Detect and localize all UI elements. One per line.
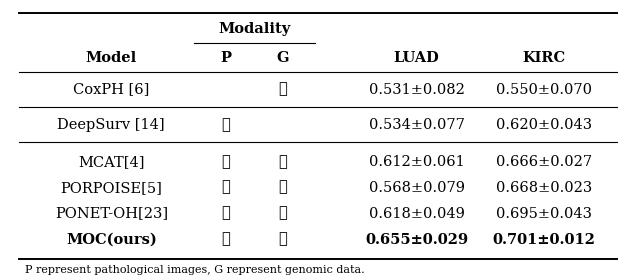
Text: 0.668±0.023: 0.668±0.023	[495, 181, 592, 195]
Text: ✓: ✓	[221, 118, 230, 132]
Text: CoxPH [6]: CoxPH [6]	[73, 83, 149, 96]
Text: P represent pathological images, G represent genomic data.: P represent pathological images, G repre…	[25, 265, 365, 275]
Text: MCAT[4]: MCAT[4]	[78, 155, 144, 169]
Text: KIRC: KIRC	[522, 51, 565, 65]
Text: ✓: ✓	[279, 181, 287, 195]
Text: ✓: ✓	[221, 207, 230, 220]
Text: 0.531±0.082: 0.531±0.082	[369, 83, 464, 96]
Text: LUAD: LUAD	[394, 51, 439, 65]
Text: P: P	[220, 51, 232, 65]
Text: Modality: Modality	[218, 22, 291, 36]
Text: PORPOISE[5]: PORPOISE[5]	[60, 181, 162, 195]
Text: ✓: ✓	[279, 207, 287, 220]
Text: G: G	[277, 51, 289, 65]
Text: 0.695±0.043: 0.695±0.043	[496, 207, 591, 220]
Text: ✓: ✓	[221, 155, 230, 169]
Text: 0.620±0.043: 0.620±0.043	[495, 118, 592, 132]
Text: 0.666±0.027: 0.666±0.027	[495, 155, 592, 169]
Text: 0.618±0.049: 0.618±0.049	[369, 207, 464, 220]
Text: 0.655±0.029: 0.655±0.029	[365, 233, 468, 247]
Text: 0.534±0.077: 0.534±0.077	[369, 118, 464, 132]
Text: ✓: ✓	[221, 181, 230, 195]
Text: 0.701±0.012: 0.701±0.012	[492, 233, 595, 247]
Text: ✓: ✓	[221, 233, 230, 247]
Text: DeepSurv [14]: DeepSurv [14]	[57, 118, 165, 132]
Text: ✓: ✓	[279, 233, 287, 247]
Text: 0.612±0.061: 0.612±0.061	[369, 155, 464, 169]
Text: PONET-OH[23]: PONET-OH[23]	[55, 207, 168, 220]
Text: Model: Model	[86, 51, 137, 65]
Text: MOC(ours): MOC(ours)	[66, 233, 156, 247]
Text: 0.550±0.070: 0.550±0.070	[496, 83, 591, 96]
Text: ✓: ✓	[279, 83, 287, 96]
Text: 0.568±0.079: 0.568±0.079	[369, 181, 464, 195]
Text: ✓: ✓	[279, 155, 287, 169]
